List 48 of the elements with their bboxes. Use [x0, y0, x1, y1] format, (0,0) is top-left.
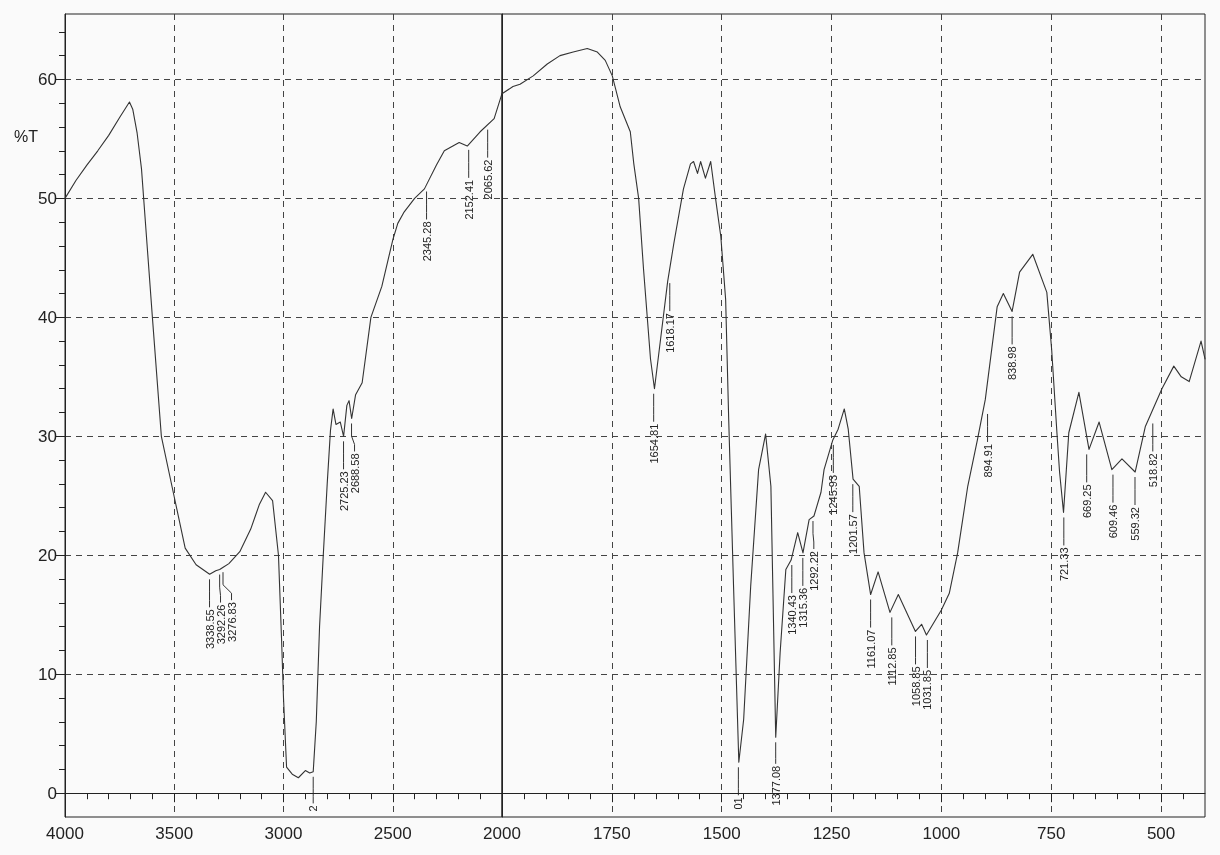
annotation: 2725.23 [337, 471, 350, 512]
annotation: 3292.26 [214, 604, 227, 645]
annotation: 1340.43 [785, 595, 798, 635]
x-tick-label: 4000 [46, 824, 84, 843]
annotation: 1112.85 [885, 647, 898, 686]
y-axis-title: %T [14, 127, 39, 145]
annotation: 2152.41 [462, 179, 475, 220]
y-tick-label: 40 [38, 307, 57, 327]
annotation: 3338.55 [203, 609, 216, 650]
annotation: 518.82 [1146, 453, 1159, 488]
annotation: 1377.08 [769, 765, 782, 806]
annotation: 2065.62 [481, 159, 494, 200]
y-tick-label: 0 [47, 783, 57, 803]
y-tick-label: 50 [38, 188, 57, 208]
x-tick-label: 1500 [702, 824, 741, 843]
x-tick-label: 2500 [373, 824, 412, 843]
y-tick-label: 10 [38, 664, 57, 684]
annotation: 838.98 [1006, 346, 1019, 381]
x-tick-label: 750 [1037, 824, 1066, 843]
annotation: 1654.81 [647, 423, 660, 464]
x-tick-label: 1250 [812, 824, 851, 843]
annotation: 3276.83 [225, 602, 238, 642]
x-tick-label: 1000 [922, 824, 961, 843]
annotation: 669.25 [1080, 484, 1093, 519]
annotation: 721.33 [1057, 547, 1070, 582]
annotation: 1031.85 [921, 669, 934, 710]
annotation: 894.91 [981, 443, 994, 478]
annotation: 2345.28 [420, 221, 433, 262]
x-tick-label: 3000 [264, 824, 303, 843]
x-tick-label: 1750 [592, 824, 631, 843]
y-tick-label: 30 [38, 426, 57, 446]
annotation: 2688.58 [348, 453, 361, 494]
annotation: 1292.22 [807, 551, 820, 591]
y-tick-label: 60 [38, 69, 57, 89]
x-tick-label: 2000 [483, 824, 521, 843]
y-tick-label: 20 [38, 545, 57, 565]
x-tick-label: 3500 [155, 824, 194, 843]
annotation: 1315.36 [796, 587, 809, 628]
annotation: 01 [732, 797, 745, 810]
annotation: 1245.93 [827, 474, 840, 515]
x-tick-label: 500 [1146, 824, 1176, 843]
annotation: 1161.07 [864, 629, 877, 669]
annotation: 559.32 [1129, 507, 1141, 541]
annotation: 609.46 [1106, 504, 1119, 539]
annotation: 2 [307, 805, 320, 812]
annotation: 1058.85 [909, 666, 922, 707]
annotation: 1201.57 [846, 514, 859, 554]
annotation: 1618.17 [663, 313, 676, 353]
